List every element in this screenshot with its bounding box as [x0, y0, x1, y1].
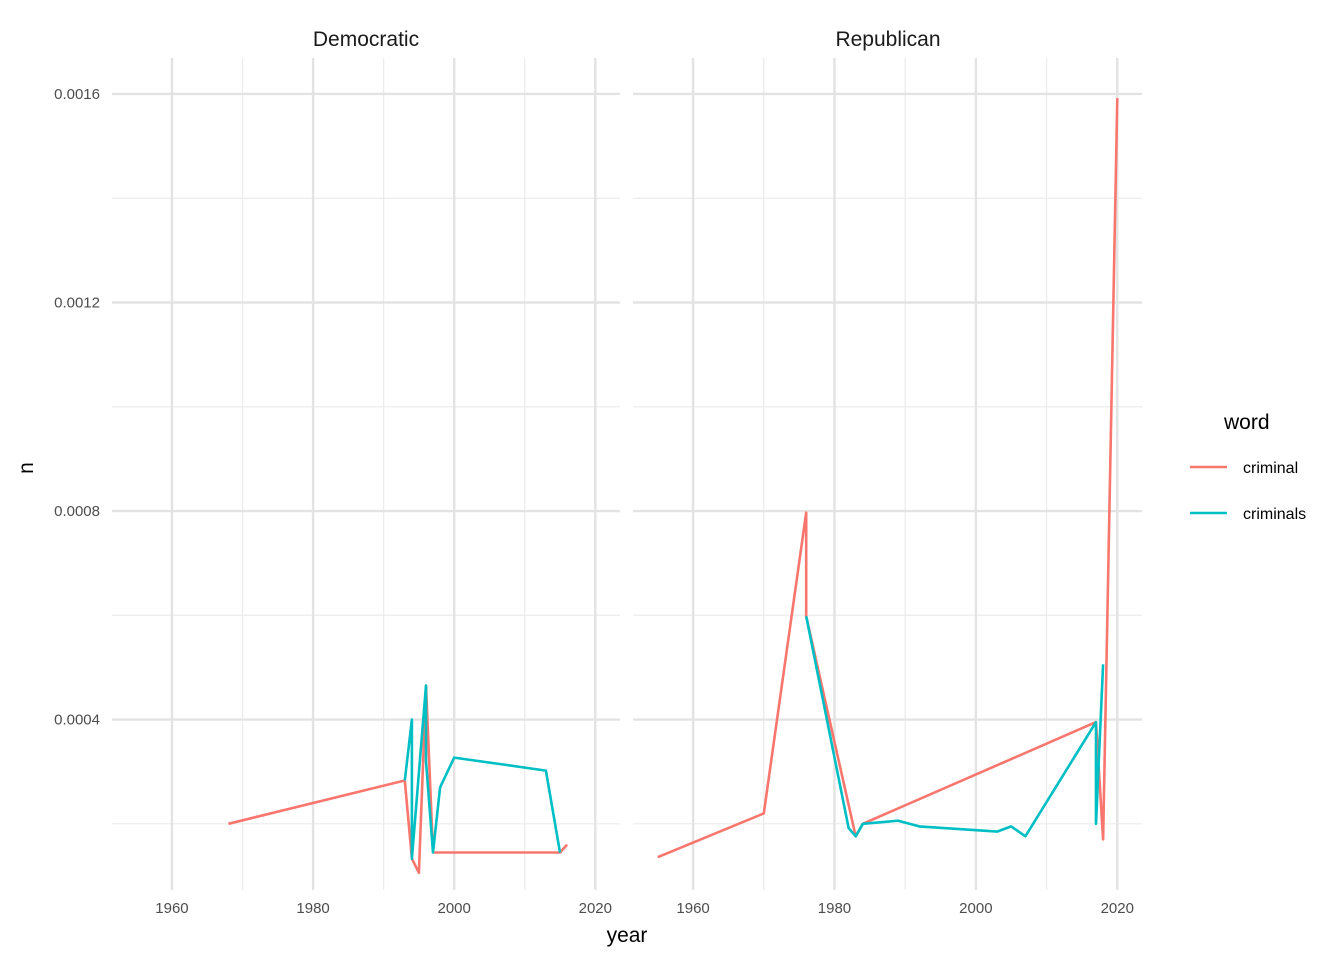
- y-tick-label: 0.0016: [54, 86, 100, 103]
- y-tick-labels: 0.0004 0.0008 0.0012 0.0016: [54, 86, 100, 729]
- y-axis-title: n: [15, 462, 38, 474]
- facet-strips: Democratic Republican: [313, 28, 941, 51]
- x-tick-label: 1980: [296, 900, 329, 917]
- series-line-republican-criminals: [804, 616, 1105, 838]
- x-tick-label: 2020: [1101, 900, 1134, 917]
- series-line-democratic-criminal: [228, 684, 569, 875]
- series-line-democratic-criminals: [403, 684, 562, 861]
- x-tick-label: 1980: [818, 900, 851, 917]
- x-tick-label: 2020: [579, 900, 612, 917]
- x-axis-title: year: [607, 924, 648, 947]
- grid-layer: [112, 58, 1142, 890]
- series-lines: [228, 98, 1119, 875]
- x-tick-labels: 1960 1980 2000 2020 1960 1980 2000 2020: [155, 900, 1134, 917]
- y-tick-label: 0.0008: [54, 503, 100, 520]
- legend-label-criminals: criminals: [1243, 506, 1306, 523]
- x-tick-label: 1960: [676, 900, 709, 917]
- legend-label-criminal: criminal: [1243, 460, 1298, 477]
- x-tick-label: 1960: [155, 900, 188, 917]
- facet-title-democratic: Democratic: [313, 28, 419, 51]
- legend: word criminal criminals: [1190, 411, 1306, 523]
- facet-title-republican: Republican: [835, 28, 940, 51]
- legend-title: word: [1223, 411, 1270, 434]
- x-tick-label: 2000: [438, 900, 471, 917]
- y-tick-label: 0.0004: [54, 712, 100, 729]
- x-tick-label: 2000: [959, 900, 992, 917]
- y-tick-label: 0.0012: [54, 294, 100, 311]
- series-line-republican-criminal: [657, 98, 1119, 859]
